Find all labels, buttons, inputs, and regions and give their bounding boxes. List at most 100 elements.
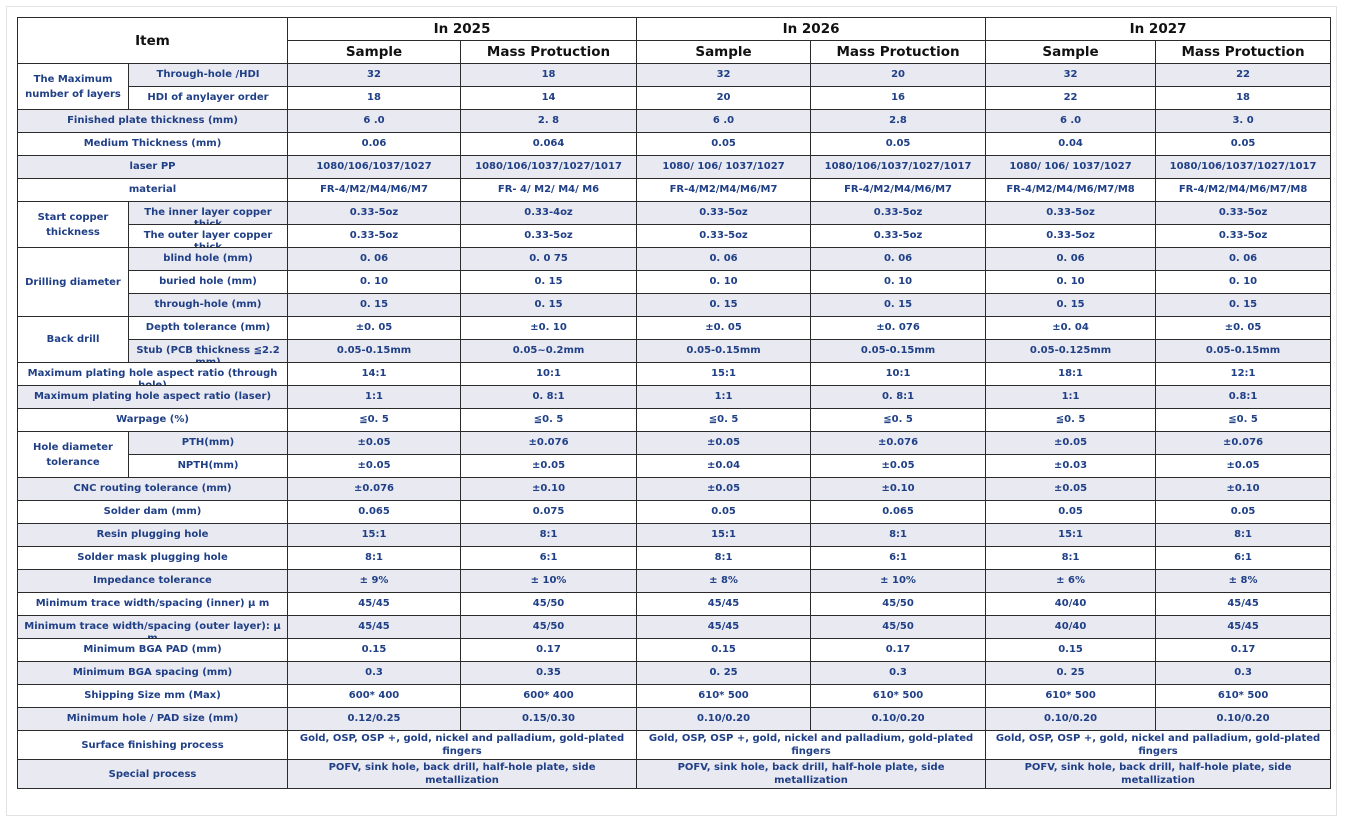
cell-text: 0. 15 [709,299,738,310]
cell-text: 0. 15 [1228,299,1258,310]
table-row: buried hole (mm) 0. 10 0. 15 0. 10 0. 10 0. 1… [18,270,1332,294]
cell-text: ±0.05 [357,460,391,471]
cell-text: 0.33-5oz [873,230,923,241]
cell-text: ± 6% [1056,575,1085,586]
cell: 8:1 [985,546,1157,570]
cell-text: Gold, OSP, OSP +, gold, nickel and palla… [299,733,625,757]
cell: 0.05 [985,500,1157,524]
frame [6,6,1337,816]
table-row: Medium Thickness (mm) 0.06 0.064 0.05 0.05 0.… [16,132,1332,156]
cell-text: 22 [1063,92,1078,103]
cell-text: ± 8% [1228,575,1258,586]
cell-text: 45/45 [707,621,740,632]
cell: 15:1 [636,523,812,547]
cell: 0. 15 [460,293,638,317]
cell: 0.17 [460,638,638,662]
cell-text: 45/45 [707,598,740,609]
cell-text: 0.3 [1234,667,1252,678]
cell: FR-4/M2/M4/M6/M7 [810,178,987,202]
table-row: Warpage (%) ≦0. 5 ≦0. 5 ≦0. 5 ≦0. 5 ≦0. 5 ≦0. … [16,408,1332,432]
cell-text: 0.05 [1230,506,1256,517]
cell: FR-4/M2/M4/M6/M7 [636,178,812,202]
cell-text: 1:1 [365,391,383,402]
label-text: Special process [108,768,197,780]
cell-text: 32 [1063,69,1078,80]
cell: 0. 06 [636,247,812,271]
cell: 600* 400 [460,684,638,708]
cell: 0.17 [1155,638,1332,662]
cell: 45/45 [287,615,462,639]
row-label: Maximum plating hole aspect ratio (throu… [16,362,289,386]
cell-text: 1080/106/1037/1027/1017 [824,161,972,172]
cell-text: ±0.05 [881,460,915,471]
cell-text: 18 [1236,92,1251,103]
cell-text: 610* 500 [1217,690,1269,701]
column-header: Mass Protuction [460,40,638,64]
cell: 45/45 [287,592,462,616]
cell-text: 0.17 [1230,644,1256,655]
table-row: Minimum trace width/spacing (inner) μ m 4… [16,592,1332,616]
cell-text: 18 [367,92,381,103]
cell-text: 1080/106/1037/1027/1017 [1169,161,1317,172]
cell-text: 0.33-4oz [524,207,573,218]
cell: 610* 500 [985,684,1157,708]
cell: 0.04 [985,132,1157,156]
cell-text: FR-4/M2/M4/M6/M7 [320,184,428,195]
year-header: In 2026 [636,17,987,41]
cell: 18 [1155,86,1332,110]
row-label: Solder mask plugging hole [16,546,289,570]
cell: ±0.05 [810,454,987,478]
cell-text: 45/45 [358,598,390,609]
cell-text: 6 .0 [1059,115,1082,126]
label-text: Minimum BGA PAD (mm) [83,644,222,655]
cell-text: 45/45 [1227,598,1259,609]
row-label: Minimum trace width/spacing (outer layer… [16,615,289,639]
label-text: PTH(mm) [181,437,235,448]
label-text: material [128,184,177,195]
cell: ±0. 05 [636,316,812,340]
cell: 45/45 [636,615,812,639]
cell-text: ±0.05 [1054,437,1088,448]
cell: ±0.05 [287,454,462,478]
column-header: Mass Protuction [810,40,987,64]
cell: 0. 06 [287,247,462,271]
cell: 0.05-0.15mm [810,339,987,363]
cell-text: 600* 400 [348,690,400,701]
cell: FR-4/M2/M4/M6/M7 [287,178,462,202]
table-row: Maximum plating hole aspect ratio (laser… [16,385,1332,409]
cell-text: ±0.076 [878,437,919,448]
cell: 0. 10 [1155,270,1332,294]
cell-text: 15:1 [711,529,736,540]
column-header: Mass Protuction [1155,40,1332,64]
cell-text: 8:1 [365,552,383,563]
cell-text: ≦0. 5 [708,414,739,425]
cell-text: 22 [1236,69,1251,80]
cell: 0.12/0.25 [287,707,462,731]
cell-text: ±0.04 [707,460,741,471]
cell: ±0.10 [460,477,638,501]
cell-text: 18:1 [1058,368,1083,379]
cell: 45/50 [810,592,987,616]
cell: 14:1 [287,362,462,386]
cell-text: ±0.05 [531,460,566,471]
cell-text: 8:1 [889,529,907,540]
cell: 0. 10 [636,270,812,294]
cell-text: POFV, sink hole, back drill, half-hole p… [328,762,596,786]
cell-text: ± 9% [359,575,389,586]
label-text: Solder mask plugging hole [77,552,228,563]
table-row: NPTH(mm) ±0.05 ±0.05 ±0.04 ±0.05 ±0.03 ±0.05 [18,454,1332,478]
cell-text: 0.17 [536,644,561,655]
row-label: NPTH(mm) [127,454,289,478]
row-label: The outer layer copper thick [127,224,289,248]
cell-text: 3. 0 [1232,115,1254,126]
cell-text: 0. 25 [709,667,738,678]
label-text: buried hole (mm) [159,276,257,287]
cell-text: ≦0. 5 [1228,414,1258,425]
table-row: The outer layer copper thick 0.33-5oz 0.33… [18,224,1332,248]
cell-text: ±0.05 [1054,483,1088,494]
cell: 1080/106/1037/1027 [287,155,462,179]
group-label: Drilling diameter [17,247,129,317]
cell: 0.10/0.20 [1155,707,1332,731]
cell-text: 45/50 [532,621,565,632]
cell: 45/45 [1155,615,1332,639]
